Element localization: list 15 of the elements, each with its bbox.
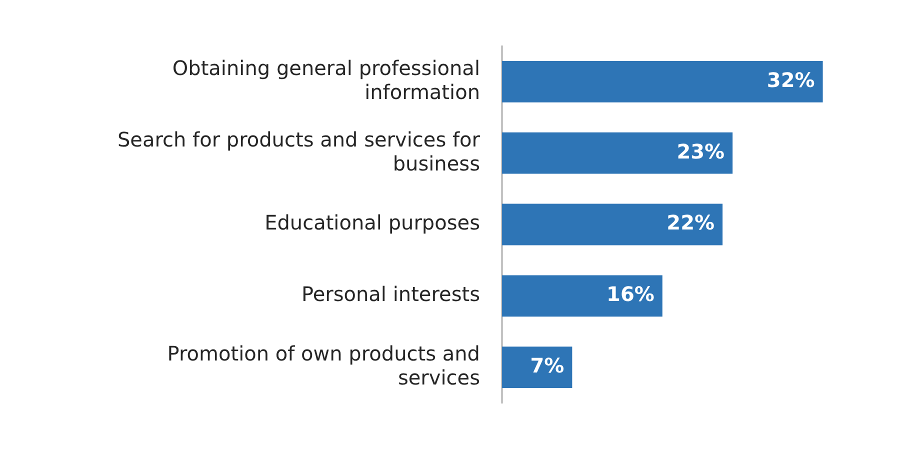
data-label: 22%: [666, 210, 715, 235]
y-tick-label: Search for products and services for business: [117, 127, 481, 176]
bar: [502, 204, 723, 246]
y-tick-label: Promotion of own products and services: [167, 342, 480, 390]
data-label: 32%: [766, 68, 815, 92]
bar: [502, 275, 662, 317]
bar: [502, 346, 572, 388]
data-label: 7%: [530, 354, 564, 378]
bar: [502, 132, 733, 174]
y-tick-label: Educational purposes: [264, 210, 480, 235]
data-label: 16%: [606, 282, 654, 306]
bar: [502, 60, 823, 102]
y-tick-label: Obtaining general professional information: [172, 56, 480, 104]
y-tick-label: Personal interests: [301, 282, 480, 306]
data-label: 23%: [676, 139, 725, 164]
